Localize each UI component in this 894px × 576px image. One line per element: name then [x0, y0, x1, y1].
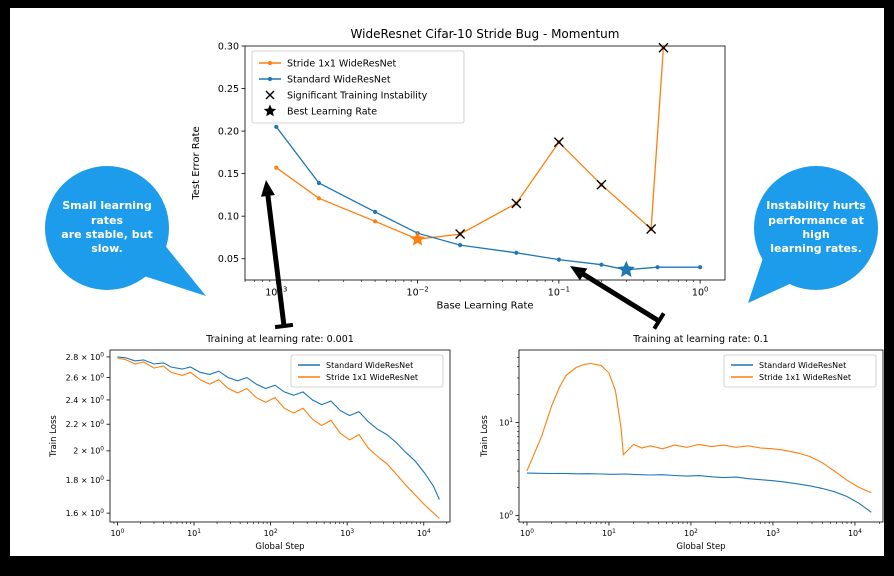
svg-text:2 × 100: 2 × 100: [73, 447, 104, 456]
y-axis-label: Test Error Rate: [191, 126, 202, 200]
bottom-right-chart: 100 101 102 103 104 100 101 Training at learnin…: [475, 330, 893, 560]
series-standard-wideresnet: [117, 356, 440, 500]
y-axis-label: Train Loss: [49, 415, 59, 458]
svg-text:Best Learning Rate: Best Learning Rate: [287, 106, 377, 117]
bottom-left-chart: 100 101 102 103 104 1.6 × 100 1.8 × 100 2 × 100…: [48, 330, 460, 560]
svg-text:Stride 1x1 WideResNet: Stride 1x1 WideResNet: [326, 373, 418, 382]
svg-text:Stride 1x1 WideResNet: Stride 1x1 WideResNet: [287, 58, 397, 69]
chart-title: Training at learning rate: 0.001: [205, 334, 354, 345]
bottom-right-chart-svg: 100 101 102 103 104 100 101 Training at learnin…: [480, 334, 884, 552]
svg-text:0.25: 0.25: [218, 84, 239, 95]
plot-border: [518, 349, 884, 523]
right-callout-text: Instability hurts performance at high le…: [766, 199, 866, 256]
y-axis: 100 101: [499, 357, 519, 520]
svg-text:2.8 × 100: 2.8 × 100: [66, 353, 105, 362]
svg-text:Stride 1x1 WideResNet: Stride 1x1 WideResNet: [759, 373, 851, 382]
series-standard-wideresnet: [274, 124, 703, 272]
top-chart-svg: 10−3 10−2 10−1 100 0.05 0.10 0.15 0.20 0.25 0.30 W…: [191, 27, 726, 312]
star-markers: [617, 260, 635, 278]
svg-text:103: 103: [340, 529, 354, 538]
svg-text:102: 102: [684, 529, 698, 538]
legend: Stride 1x1 WideResNet Standard WideResNet…: [251, 50, 465, 124]
x-axis: 100 101 102 103 104: [110, 522, 448, 538]
top-chart: 10−3 10−2 10−1 100 0.05 0.10 0.15 0.20 0.25 0.30 W…: [185, 22, 750, 326]
svg-text:0.05: 0.05: [218, 254, 239, 265]
svg-text:100: 100: [499, 511, 513, 520]
svg-text:103: 103: [766, 529, 780, 538]
legend: Standard WideResNet Stride 1x1 WideResNet: [290, 354, 444, 388]
x-axis-label: Global Step: [676, 542, 725, 552]
svg-text:101: 101: [499, 418, 513, 427]
svg-text:1.6 × 100: 1.6 × 100: [66, 509, 105, 518]
chart-title: Training at learning rate: 0.1: [632, 334, 768, 345]
svg-text:2.4 × 100: 2.4 × 100: [66, 396, 105, 405]
x-axis-label: Base Learning Rate: [436, 301, 533, 312]
x-markers: [455, 42, 669, 240]
svg-text:104: 104: [417, 529, 431, 538]
y-axis-label: Train Loss: [480, 415, 490, 458]
x-axis-label: Global Step: [255, 542, 304, 552]
svg-text:2.6 × 100: 2.6 × 100: [66, 373, 105, 382]
bottom-left-chart-svg: 100 101 102 103 104 1.6 × 100 1.8 × 100 2 × 100…: [49, 334, 451, 552]
svg-text:104: 104: [848, 529, 862, 538]
svg-text:100: 100: [110, 529, 124, 538]
series-stride-1x1-wideresnet: [117, 357, 440, 519]
svg-text:101: 101: [602, 529, 616, 538]
svg-text:Significant Training Instabili: Significant Training Instability: [287, 90, 428, 101]
svg-text:0.10: 0.10: [218, 212, 239, 223]
svg-text:10−2: 10−2: [407, 286, 429, 299]
svg-text:101: 101: [187, 529, 201, 538]
svg-text:2.2 × 100: 2.2 × 100: [66, 420, 105, 429]
svg-text:1.8 × 100: 1.8 × 100: [66, 476, 105, 485]
svg-text:102: 102: [264, 529, 278, 538]
svg-text:0.20: 0.20: [218, 127, 239, 138]
svg-text:0.15: 0.15: [218, 169, 239, 180]
y-axis: 0.05 0.10 0.15 0.20 0.25 0.30: [218, 41, 245, 265]
svg-text:0.30: 0.30: [218, 41, 239, 52]
svg-text:100: 100: [520, 529, 534, 538]
figure-canvas: 10−3 10−2 10−1 100 0.05 0.10 0.15 0.20 0.25 0.30 W…: [10, 8, 884, 556]
series-stride-1x1-wideresnet: [526, 362, 872, 494]
svg-text:Standard WideResNet: Standard WideResNet: [326, 361, 413, 370]
svg-text:10−1: 10−1: [548, 286, 570, 299]
left-callout-text: Small learning rates are stable, but slo…: [61, 199, 153, 256]
plot-border: [109, 349, 451, 523]
chart-title: WideResnet Cifar-10 Stride Bug - Momentu…: [351, 27, 620, 41]
svg-text:Standard WideResNet: Standard WideResNet: [287, 74, 391, 85]
x-axis: 10−3 10−2 10−1 100: [244, 280, 708, 299]
y-axis: 1.6 × 100 1.8 × 100 2 × 100 2.2 × 100 2.4 × …: [66, 353, 110, 518]
svg-text:Standard WideResNet: Standard WideResNet: [759, 361, 846, 370]
legend: Standard WideResNet Stride 1x1 WideResNet: [723, 354, 877, 388]
series-standard-wideresnet: [526, 472, 872, 513]
svg-text:100: 100: [692, 286, 708, 299]
star-markers: [410, 231, 426, 246]
svg-text:10−3: 10−3: [265, 286, 287, 299]
x-axis: 100 101 102 103 104: [520, 522, 880, 538]
